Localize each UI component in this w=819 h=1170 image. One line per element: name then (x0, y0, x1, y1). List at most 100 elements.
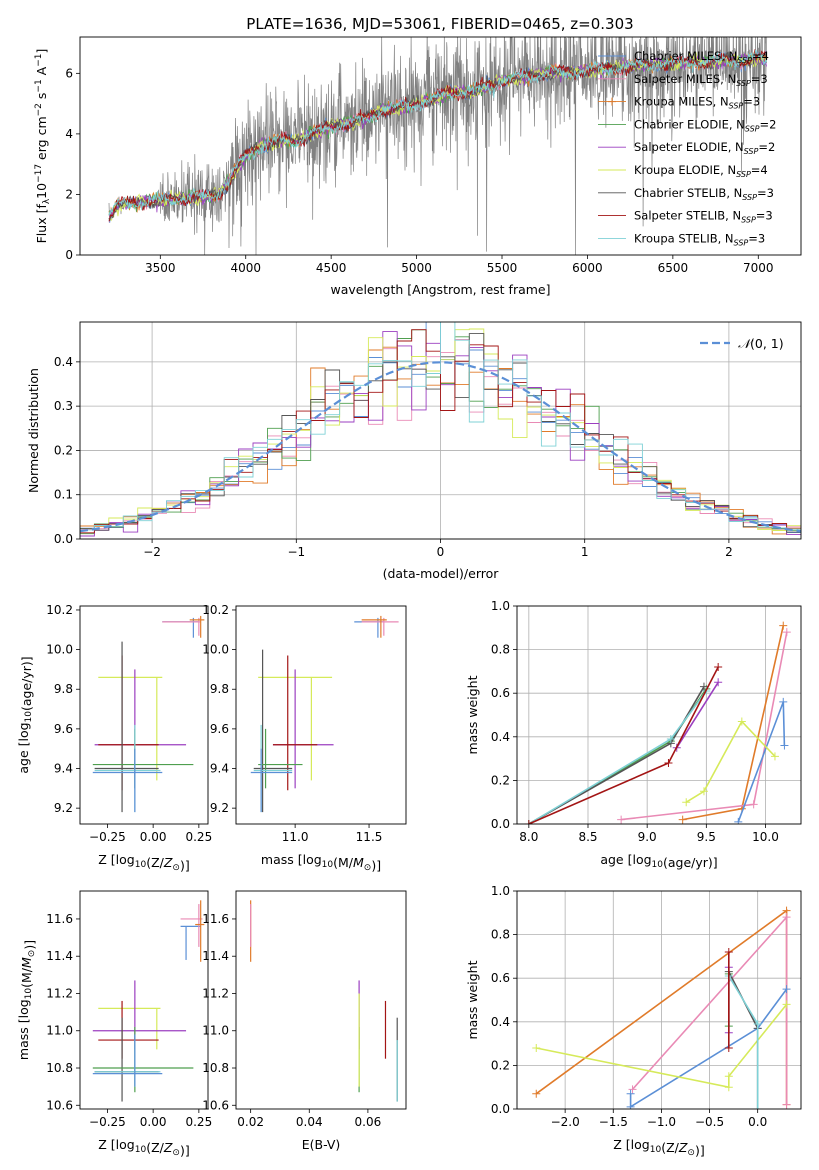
axes-frame (79, 605, 209, 825)
x-tick-label: 3500 (145, 261, 176, 275)
y-tick-label: 10.2 (46, 603, 73, 617)
weight-marker-salpeter_miles (782, 1100, 791, 1109)
x-tick-label: 0.25 (185, 830, 212, 844)
x-tick-label: 9.0 (638, 830, 657, 844)
x-tick-label: 10.0 (752, 830, 779, 844)
y-tick-label: 0.2 (491, 773, 510, 787)
axes-frame (516, 890, 802, 1110)
y-tick-label: 0.8 (491, 928, 510, 942)
y-tick-label: 0.1 (54, 488, 73, 502)
x-axis-label: Z [log10(Z/Z⊙)] (613, 1137, 704, 1158)
y-tick-label: 0.2 (491, 1058, 510, 1072)
weight-marker-kroupa_elodie (770, 752, 779, 761)
y-axis-label: mass [log10(M/M⊙)] (16, 940, 37, 1060)
y-tick-label: 0 (65, 248, 73, 262)
weight-line-chabrier_stelib (528, 686, 705, 824)
weight-marker-kroupa_elodie (724, 1072, 733, 1081)
panel-age_vs_mass: 11.0 11.5 9.2 9.4 9.6 9.8 10.0 10.2 mass [log10(… (202, 603, 407, 873)
legend-label: 𝒩(0, 1) (738, 336, 784, 351)
weight-marker-chabrier_miles (734, 817, 743, 824)
plot-area (92, 900, 205, 1102)
weight-marker-kroupa_stelib (753, 1105, 762, 1109)
y-tick-label: 10.8 (202, 1061, 229, 1075)
x-axis-label: mass [log10(M/M⊙)] (261, 852, 381, 873)
x-tick-label: 11.0 (282, 830, 309, 844)
weight-marker-kroupa_elodie (699, 787, 708, 796)
model-spectrum-kroupa_elodie (108, 52, 767, 222)
y-tick-label: 10.6 (46, 1098, 73, 1112)
weight-marker-salpeter_stelib (524, 820, 533, 824)
legend-label: Salpeter MILES, NSSP=3 (634, 72, 768, 88)
weight-marker-kroupa_stelib (666, 734, 675, 743)
y-tick-label: 11.0 (202, 1024, 229, 1038)
plot-area (524, 621, 791, 824)
legend-label: Salpeter STELIB, NSSP=3 (634, 209, 773, 225)
y-tick-label: 4 (65, 127, 73, 141)
x-tick-label: 0.02 (237, 1115, 264, 1129)
weight-marker-chabrier_miles (779, 697, 788, 706)
x-tick-label: 6000 (572, 261, 603, 275)
y-tick-label: 0.2 (54, 443, 73, 457)
x-tick-label: 11.5 (356, 830, 383, 844)
axes-frame (516, 605, 802, 825)
observed-spectrum (108, 37, 768, 255)
weight-marker-chabrier_miles (780, 741, 789, 750)
weight-marker-kroupa_elodie (724, 1083, 733, 1092)
axes-frame (235, 890, 407, 1110)
y-tick-label: 11.4 (46, 949, 73, 963)
y-axis-label: mass weight (465, 675, 480, 754)
weight-line-kroupa_miles (682, 625, 785, 821)
x-tick-label: 2 (725, 545, 733, 559)
panel-spectrum: 3500 4000 4500 5000 5500 6000 6500 7000 0 2 4 6 wave… (34, 36, 802, 297)
weight-marker-chabrier_miles (626, 1102, 635, 1109)
y-tick-label: 10.8 (46, 1061, 73, 1075)
weight-marker-kroupa_elodie (737, 717, 746, 726)
axes-frame (79, 890, 209, 1110)
y-tick-label: 2 (65, 187, 73, 201)
x-tick-label: −0.25 (89, 1115, 126, 1129)
x-tick-label: −2.0 (551, 1115, 580, 1129)
x-tick-label: 9.5 (697, 830, 716, 844)
x-tick-label: 8.5 (578, 830, 597, 844)
x-tick-label: 0 (437, 545, 445, 559)
legend-label: Kroupa ELODIE, NSSP=4 (634, 163, 768, 179)
model-spectrum-kroupa_stelib (108, 49, 767, 216)
y-tick-label: 0.4 (491, 1015, 510, 1029)
y-tick-label: 10.0 (46, 643, 73, 657)
weight-line-kroupa_stelib (528, 690, 707, 824)
panel-mass_vs_Z: −0.25 0.00 0.25 10.6 10.8 11.0 11.2 11.4 11.6 Z [… (16, 890, 212, 1158)
y-tick-label: 10.2 (202, 603, 229, 617)
x-axis-label: Z [log10(Z/Z⊙)] (98, 852, 189, 873)
y-tick-label: 10.6 (202, 1098, 229, 1112)
x-tick-label: 5500 (487, 261, 518, 275)
y-tick-label: 0.6 (491, 971, 510, 985)
y-tick-label: 11.0 (46, 1024, 73, 1038)
plot-area (108, 37, 768, 255)
y-axis-label: Normed distribution (26, 368, 41, 493)
weight-marker-salpeter_stelib (724, 948, 733, 957)
x-tick-label: 0.0 (748, 1115, 767, 1129)
axes-frame (235, 605, 407, 825)
x-axis-label: E(B-V) (302, 1137, 341, 1152)
x-tick-label: 5000 (401, 261, 432, 275)
plot-area (250, 900, 398, 1102)
plot-area (250, 615, 399, 813)
x-tick-label: 0.04 (296, 1115, 323, 1129)
x-tick-label: 8.0 (519, 830, 538, 844)
weight-marker-kroupa_elodie (532, 1043, 541, 1052)
weight-line-chabrier_stelib (728, 971, 759, 1109)
figure-title: PLATE=1636, MJD=53061, FIBERID=0465, z=0… (246, 15, 633, 33)
weight-line-kroupa_elodie (685, 720, 776, 803)
y-axis-label: mass weight (465, 960, 480, 1039)
y-tick-label: 0.8 (491, 643, 510, 657)
x-tick-label: −1.5 (599, 1115, 628, 1129)
legend-label: Kroupa MILES, NSSP=3 (634, 95, 760, 111)
y-tick-label: 0.0 (491, 817, 510, 831)
y-tick-label: 9.2 (54, 801, 73, 815)
x-axis-label: age [log10(age/yr)] (600, 852, 717, 870)
y-tick-label: 6 (65, 66, 73, 80)
weight-marker-kroupa_miles (779, 621, 788, 630)
y-tick-label: 9.8 (210, 682, 229, 696)
weight-marker-kroupa_miles (678, 815, 687, 824)
